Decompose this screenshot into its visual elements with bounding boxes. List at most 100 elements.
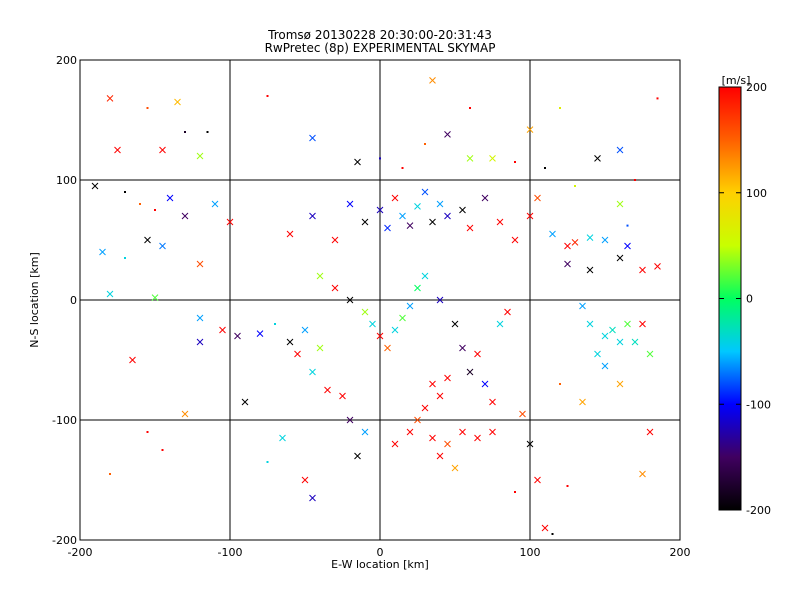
- data-point-x-marker: [301, 476, 309, 484]
- data-point-x-marker: [504, 308, 511, 316]
- data-point-x-marker: [421, 272, 429, 280]
- data-point-dot: [544, 167, 546, 169]
- data-point-x-marker: [309, 134, 316, 142]
- data-point-x-marker: [346, 416, 354, 424]
- data-point-x-marker: [241, 398, 249, 406]
- data-point-x-marker: [616, 380, 624, 388]
- data-point-x-marker: [346, 200, 354, 208]
- data-point-x-marker: [631, 338, 639, 346]
- data-point-x-marker: [474, 434, 481, 442]
- data-point-x-marker: [466, 155, 474, 162]
- data-point-x-marker: [369, 320, 376, 328]
- data-point-x-marker: [361, 308, 369, 316]
- data-point-x-marker: [459, 344, 466, 352]
- y-tick-label: 100: [56, 174, 77, 187]
- data-point-x-marker: [414, 284, 421, 292]
- data-point-x-marker: [601, 332, 609, 340]
- data-point-x-marker: [586, 320, 594, 328]
- data-point-x-marker: [534, 476, 541, 484]
- data-point-dot: [566, 485, 569, 487]
- data-point-x-marker: [489, 398, 496, 406]
- data-point-x-marker: [564, 260, 571, 268]
- data-point-x-marker: [196, 338, 204, 346]
- data-point-x-marker: [436, 452, 444, 460]
- x-tick-label: 0: [377, 546, 384, 559]
- x-tick-label: 200: [670, 546, 691, 559]
- data-point-dot: [161, 449, 164, 451]
- y-tick-labels: -200 -100 0 100 200: [52, 54, 77, 547]
- data-point-x-marker: [406, 302, 414, 310]
- data-point-x-marker: [174, 98, 181, 106]
- data-point-x-marker: [91, 182, 99, 190]
- data-point-x-marker: [106, 95, 114, 102]
- data-point-dot: [154, 209, 156, 211]
- data-point-dot: [206, 131, 209, 133]
- data-point-x-marker: [654, 263, 661, 270]
- colorbar-tick-label: -200: [746, 504, 771, 517]
- data-point-x-marker: [331, 236, 339, 244]
- data-point-x-marker: [376, 206, 384, 214]
- data-point-dot: [124, 191, 126, 193]
- x-axis-label: E-W location [km]: [331, 558, 429, 571]
- data-point-x-marker: [211, 200, 219, 208]
- x-tick-label: -100: [218, 546, 243, 559]
- data-point-dot: [559, 107, 561, 109]
- data-point-x-marker: [301, 326, 309, 334]
- data-point-x-marker: [391, 194, 399, 202]
- data-point-x-marker: [219, 326, 226, 334]
- chart-title-line1: Tromsø 20130228 20:30:00-20:31:43: [267, 28, 492, 42]
- colorbar-label: [m/s]: [722, 74, 751, 87]
- data-point-x-marker: [481, 380, 489, 388]
- data-point-x-marker: [421, 188, 429, 196]
- data-point-dot: [656, 97, 659, 100]
- data-point-x-marker: [421, 404, 429, 412]
- data-point-dot: [574, 185, 576, 187]
- data-point-x-marker: [429, 434, 436, 442]
- data-point-dot: [551, 533, 554, 535]
- data-point-x-marker: [346, 296, 354, 304]
- grid-lines: [80, 60, 680, 540]
- data-point-x-marker: [549, 230, 556, 238]
- data-point-x-marker: [384, 344, 391, 352]
- data-point-x-marker: [316, 344, 324, 352]
- data-point-x-marker: [196, 314, 204, 322]
- data-point-x-marker: [181, 212, 189, 220]
- y-tick-label: 200: [56, 54, 77, 67]
- data-point-x-marker: [646, 350, 654, 358]
- data-point-x-marker: [414, 203, 421, 210]
- data-point-x-marker: [466, 368, 474, 376]
- data-point-x-marker: [496, 320, 504, 328]
- data-point-dot: [626, 224, 629, 227]
- data-point-x-marker: [384, 224, 391, 232]
- data-point-dot: [146, 107, 149, 109]
- data-point-x-marker: [144, 236, 151, 244]
- data-point-x-marker: [339, 392, 346, 400]
- data-point-x-marker: [519, 410, 526, 418]
- data-point-dot: [634, 179, 636, 181]
- data-point-x-marker: [481, 194, 489, 202]
- data-points: [91, 77, 661, 535]
- data-point-x-marker: [534, 194, 541, 202]
- colorbar-tick-label: -100: [746, 398, 771, 411]
- data-point-dot: [184, 131, 186, 133]
- data-point-x-marker: [646, 428, 654, 436]
- data-point-x-marker: [309, 212, 316, 220]
- x-tick-label: 100: [520, 546, 541, 559]
- colorbar-tick-label: 100: [746, 187, 767, 200]
- data-point-x-marker: [106, 290, 114, 298]
- data-point-x-marker: [571, 239, 579, 246]
- data-point-x-marker: [316, 272, 324, 280]
- data-point-x-marker: [594, 155, 601, 162]
- data-point-x-marker: [114, 146, 121, 154]
- data-point-x-marker: [429, 380, 436, 388]
- data-point-x-marker: [474, 350, 481, 358]
- data-point-x-marker: [196, 260, 204, 268]
- data-point-x-marker: [159, 146, 166, 154]
- data-point-x-marker: [324, 386, 331, 394]
- y-tick-label: 0: [70, 294, 77, 307]
- data-point-dot: [401, 167, 404, 169]
- data-point-x-marker: [99, 248, 106, 256]
- data-point-x-marker: [526, 126, 534, 133]
- data-point-x-marker: [436, 200, 444, 208]
- data-point-x-marker: [166, 194, 174, 202]
